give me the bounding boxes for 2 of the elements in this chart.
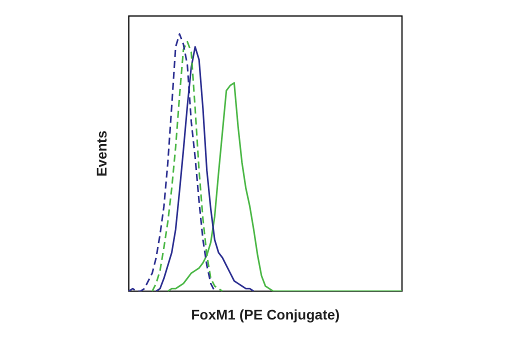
y-axis-title: Events	[93, 130, 110, 177]
x-axis-title: FoxM1 (PE Conjugate)	[191, 306, 340, 322]
